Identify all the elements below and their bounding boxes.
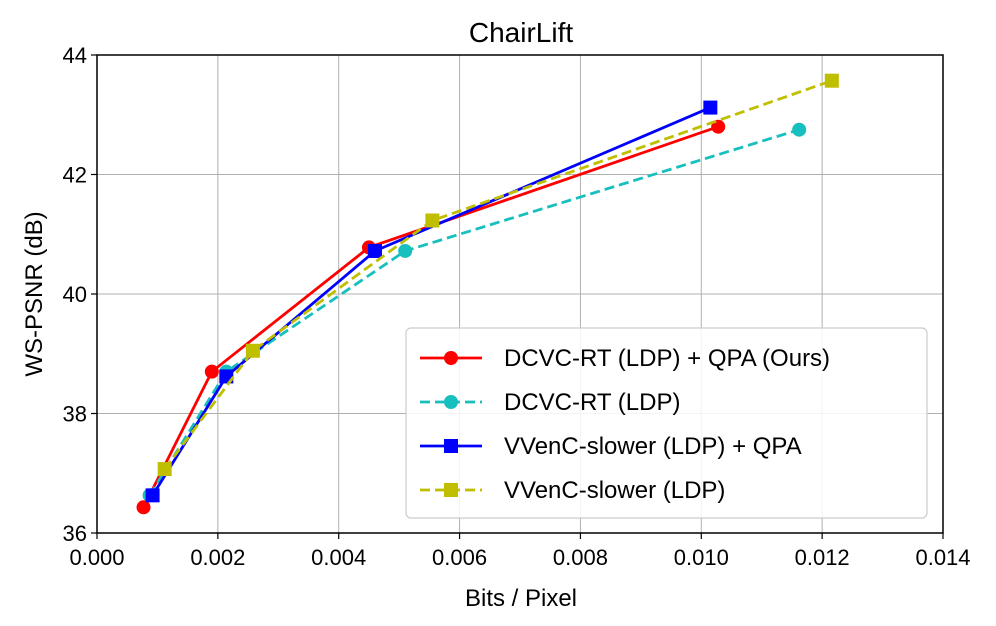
- series-layer: [136, 73, 839, 515]
- legend-label: DCVC-RT (LDP): [504, 389, 680, 416]
- series-line: [151, 106, 711, 497]
- series-3: [145, 100, 718, 503]
- data-point: [711, 119, 726, 134]
- legend-item: DCVC-RT (LDP): [420, 389, 680, 416]
- axis-ticks: 0.000 0.002 0.004 0.006 0.008 0.010 0.012 0.014…: [63, 43, 971, 570]
- y-axis-label: WS-PSNR (dB): [21, 211, 48, 376]
- data-point: [245, 343, 260, 358]
- legend-item: VVenC-slower (LDP) + QPA: [420, 433, 802, 460]
- legend-marker: [444, 351, 458, 365]
- legend-label: DCVC-RT (LDP) + QPA (Ours): [504, 345, 830, 372]
- series-line: [142, 125, 719, 508]
- x-tick-label: 0.002: [190, 545, 245, 570]
- x-tick-label: 0.014: [915, 545, 970, 570]
- data-point: [792, 122, 807, 137]
- legend-marker: [444, 483, 458, 497]
- legend-box: [405, 327, 928, 519]
- x-tick-label: 0.006: [432, 545, 487, 570]
- legend: DCVC-RT (LDP) + QPA (Ours) DCVC-RT (LDP) V…: [405, 327, 928, 519]
- y-tick-label: 36: [63, 521, 87, 546]
- legend-marker: [444, 395, 458, 409]
- data-point: [157, 462, 172, 477]
- x-axis-label: Bits / Pixel: [465, 585, 577, 612]
- x-tick-label: 0.008: [553, 545, 608, 570]
- data-point: [204, 364, 219, 379]
- data-point: [425, 213, 440, 228]
- data-point: [398, 243, 413, 258]
- data-point: [136, 500, 151, 515]
- y-tick-label: 42: [63, 163, 87, 188]
- legend-label: VVenC-slower (LDP) + QPA: [504, 433, 802, 460]
- data-point: [703, 100, 718, 115]
- chart-title: ChairLift: [469, 17, 573, 48]
- y-tick-label: 40: [63, 282, 87, 307]
- series-4: [157, 73, 839, 477]
- x-tick-label: 0.012: [795, 545, 850, 570]
- legend-label: VVenC-slower (LDP): [504, 477, 725, 504]
- y-tick-label: 44: [63, 43, 87, 68]
- legend-marker: [444, 439, 458, 453]
- x-tick-label: 0.000: [69, 545, 124, 570]
- legend-item: VVenC-slower (LDP): [420, 477, 725, 504]
- data-point: [367, 243, 382, 258]
- x-tick-label: 0.010: [674, 545, 729, 570]
- data-point: [145, 488, 160, 503]
- series-line: [163, 79, 833, 470]
- y-tick-label: 38: [63, 402, 87, 427]
- x-tick-label: 0.004: [311, 545, 366, 570]
- data-point: [824, 73, 839, 88]
- legend-item: DCVC-RT (LDP) + QPA (Ours): [420, 345, 830, 372]
